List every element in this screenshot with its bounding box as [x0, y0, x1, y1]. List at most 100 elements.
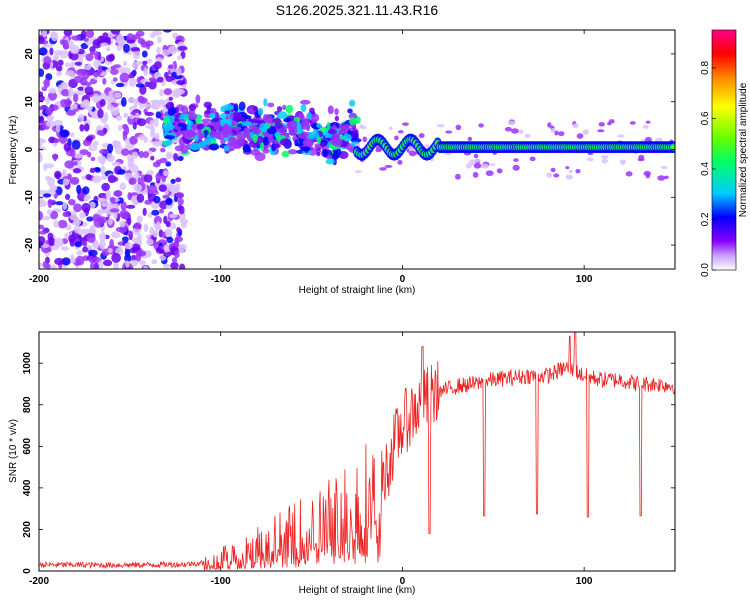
heatmap-cell [181, 105, 189, 115]
heatmap-cell [154, 132, 160, 141]
heatmap-cell [62, 178, 70, 186]
heatmap-cell [90, 156, 96, 162]
heatmap-cell [94, 51, 99, 60]
heatmap-cell [143, 67, 148, 76]
heatmap-cell [547, 122, 552, 128]
heatmap-cell [68, 234, 76, 243]
heatmap-cell [149, 32, 156, 39]
heatmap-cell [145, 124, 155, 129]
heatmap-cell [45, 96, 50, 105]
heatmap-cell [92, 39, 102, 49]
heatmap-cell [68, 87, 74, 97]
heatmap-cell [100, 175, 107, 180]
heatmap-cell [69, 52, 79, 61]
heatmap-cell [262, 125, 267, 133]
heatmap-cell [123, 112, 129, 118]
snr-x-tick-label: 0 [400, 576, 406, 587]
heatmap-cell [131, 61, 139, 69]
heatmap-y-tick-label: 0 [24, 146, 35, 152]
heatmap-cell [169, 101, 174, 108]
heatmap-cell [180, 144, 189, 154]
heatmap-cell [223, 103, 234, 111]
heatmap-cell [83, 37, 89, 42]
heatmap-cell [177, 204, 183, 211]
heatmap-cell [299, 99, 311, 105]
heatmap-cell [42, 261, 48, 269]
heatmap-cell [61, 257, 71, 266]
heatmap-cell [135, 112, 140, 119]
heatmap-cell [510, 128, 519, 134]
heatmap-cell [582, 129, 590, 136]
heatmap-cell [445, 130, 453, 134]
heatmap-cell [82, 246, 88, 253]
heatmap-cell [97, 155, 107, 164]
heatmap-cell [388, 126, 393, 131]
heatmap-cell [279, 138, 291, 146]
heatmap-cell [127, 192, 133, 201]
heatmap-cell [281, 150, 290, 158]
heatmap-cell [384, 164, 393, 169]
heatmap-cell [57, 59, 64, 66]
heatmap-cell [234, 103, 239, 113]
heatmap-cell [78, 113, 85, 122]
heatmap-cell [128, 77, 137, 88]
heatmap-cell [250, 149, 261, 156]
heatmap-cell [553, 173, 560, 178]
heatmap-x-tick-label: 0 [400, 274, 406, 285]
heatmap-cell [504, 126, 512, 132]
heatmap-cell [309, 107, 315, 114]
heatmap-cell [163, 134, 175, 140]
heatmap-cell [113, 77, 118, 82]
snr-panel: -200 -100 0 100 0 200 400 600 800 1000 Height of… [8, 331, 676, 596]
heatmap-cell [96, 129, 105, 136]
heatmap-cell [136, 215, 143, 224]
heatmap-cell [161, 49, 170, 56]
heatmap-cell [153, 196, 161, 204]
heatmap-cell [187, 112, 198, 121]
colorbar-label: Normalized spectral amplitude [738, 82, 749, 217]
snr-x-tick-label: -100 [211, 576, 231, 587]
heatmap-cell [77, 86, 85, 91]
heatmap-cell [111, 161, 122, 167]
heatmap-cell [116, 34, 125, 45]
heatmap-cell [88, 249, 98, 257]
heatmap-cell [80, 228, 90, 235]
heatmap-y-tick-label: 10 [24, 96, 35, 108]
heatmap-cell [44, 163, 55, 169]
heatmap-cell [62, 39, 69, 49]
heatmap-cell [473, 159, 481, 163]
heatmap-cell [343, 123, 350, 131]
heatmap-cell [165, 204, 173, 210]
heatmap-cell [338, 129, 345, 135]
heatmap-cell [103, 36, 111, 43]
heatmap-cell [56, 71, 62, 77]
heatmap-cell [142, 103, 152, 108]
snr-y-tick-label: 800 [22, 396, 33, 413]
heatmap-cell [65, 109, 76, 116]
heatmap-cell [99, 232, 107, 242]
heatmap-cell [252, 133, 258, 143]
heatmap-cell [81, 202, 91, 213]
heatmap-cell [238, 101, 246, 111]
heatmap-cell [143, 223, 149, 233]
heatmap-cell [262, 136, 270, 146]
heatmap-cell [144, 173, 153, 183]
heatmap-cell [57, 84, 63, 94]
heatmap-cell [597, 129, 605, 133]
heatmap-cell [106, 152, 113, 162]
heatmap-cell [320, 141, 326, 148]
heatmap-cell [657, 175, 666, 181]
heatmap-cell [97, 260, 104, 269]
heatmap-cell [177, 155, 184, 162]
heatmap-cell [299, 146, 311, 152]
snr-y-tick-label: 200 [22, 521, 33, 538]
heatmap-cell [128, 177, 137, 185]
heatmap-x-label: Height of straight line (km) [299, 285, 416, 296]
heatmap-cell [63, 30, 73, 37]
heatmap-cell [322, 148, 328, 158]
heatmap-cell [73, 217, 82, 227]
heatmap-cell [40, 243, 50, 248]
heatmap-cell [60, 246, 70, 251]
heatmap-cell [53, 138, 60, 144]
heatmap-cell [83, 196, 89, 202]
